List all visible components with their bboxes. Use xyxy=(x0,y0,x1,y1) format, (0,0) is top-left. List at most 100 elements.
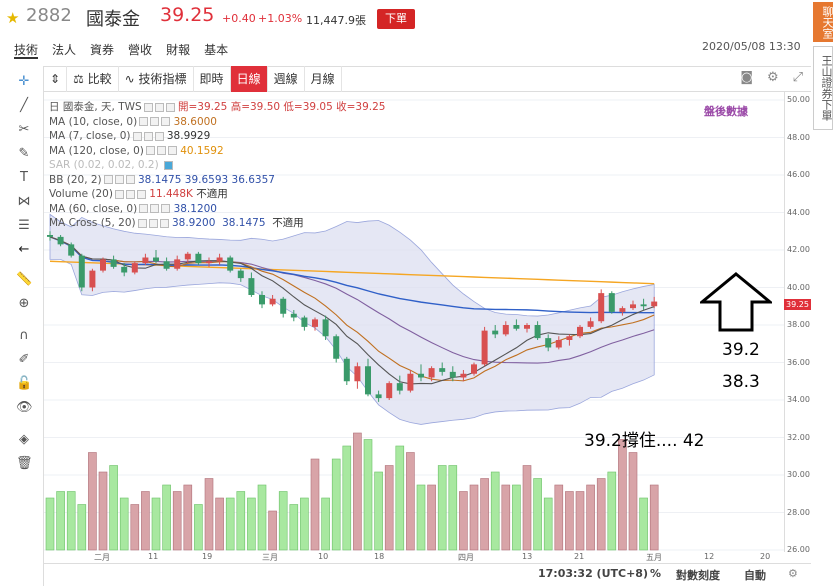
volume-bar xyxy=(172,491,182,551)
candle-body xyxy=(227,257,234,271)
log-scale-toggle[interactable]: 對數刻度 xyxy=(676,569,720,582)
candle-body xyxy=(343,358,350,382)
x-tick-label: 18 xyxy=(374,552,385,561)
lock-icon[interactable]: 🔓 xyxy=(16,376,33,391)
volume-bar xyxy=(437,465,447,551)
y-tick-label: 40.00 xyxy=(787,282,810,292)
compare-icon: ⚖ xyxy=(73,72,88,86)
fullscreen-icon[interactable]: ⤢ xyxy=(792,70,803,85)
candle-body xyxy=(57,236,64,245)
fib-icon[interactable]: ☰ xyxy=(18,218,30,233)
volume-bar xyxy=(331,458,341,551)
text-icon[interactable]: T xyxy=(20,170,28,185)
tab-margin[interactable]: 資券 xyxy=(90,43,115,57)
back-arrow-icon[interactable]: ← xyxy=(18,242,30,257)
pattern-icon[interactable]: ⋈ xyxy=(17,194,31,209)
trendline-icon[interactable]: ╱ xyxy=(20,98,28,113)
volume-bar xyxy=(247,497,256,551)
candle-body xyxy=(608,293,615,312)
y-tick-label: 36.00 xyxy=(787,357,810,367)
legend-macross: MA Cross (5, 20) 38.9200 38.1475 不適用 xyxy=(49,217,304,229)
legend-main: 日 國泰金, 天, TWS 開=39.25 高=39.50 低=39.05 收=… xyxy=(49,101,386,113)
magnet-icon[interactable]: ∩ xyxy=(19,328,29,343)
interval-daily[interactable]: 日線 xyxy=(230,66,268,92)
auto-scale-toggle[interactable]: 自動 xyxy=(744,569,766,582)
candle-body xyxy=(280,298,287,314)
price-change: +0.40 xyxy=(222,12,256,25)
eye-icon[interactable]: 👁 xyxy=(16,400,33,415)
price-axis[interactable]: 50.00 48.00 46.00 44.00 42.00 40.00 38.00 36.00… xyxy=(784,92,811,554)
volume-bar xyxy=(300,497,309,551)
price-chart[interactable] xyxy=(44,92,784,552)
y-tick-label: 38.00 xyxy=(787,320,810,329)
percent-toggle[interactable]: % xyxy=(650,567,662,580)
volume-bar xyxy=(204,478,214,551)
tab-basic[interactable]: 基本 xyxy=(204,43,229,57)
info-tabs: 技術 法人 資券 營收 財報 基本 xyxy=(14,41,242,59)
compare-button[interactable]: ⚖ 比較 xyxy=(67,66,119,92)
layers-icon[interactable]: ◈ xyxy=(19,432,29,447)
candle-body xyxy=(216,257,223,262)
status-time: 17:03:32 (UTC+8) xyxy=(538,567,648,580)
order-button[interactable]: 下單 xyxy=(377,9,415,29)
volume-bar xyxy=(607,471,617,551)
ma7-line xyxy=(49,236,655,385)
interval-monthly[interactable]: 月線 xyxy=(305,66,342,92)
legend-ma120: MA (120, close, 0) 40.1592 xyxy=(49,144,224,157)
volume-bar xyxy=(649,484,659,551)
volume-bar xyxy=(596,478,606,551)
favorite-star-icon[interactable]: ★ xyxy=(6,9,20,27)
interval-realtime[interactable]: 即時 xyxy=(194,66,231,92)
candle-body xyxy=(153,257,159,262)
candle-body xyxy=(640,304,647,307)
volume-bar xyxy=(66,491,76,551)
volume-bar xyxy=(490,471,500,551)
candle-body xyxy=(439,368,446,372)
drawing-toolbar: ✛ ╱ ✂ ✎ T ⋈ ☰ ← 📏 ⊕ ∩ ✐ 🔓 👁 ◈ 🗑 xyxy=(0,66,44,586)
tab-institutional[interactable]: 法人 xyxy=(52,43,77,57)
annotation-text-3: 39.2撐住.... 42 xyxy=(584,431,705,451)
trash-icon[interactable]: 🗑 xyxy=(16,456,33,471)
time-axis[interactable]: 二月 11 19 三月 10 18 四月 13 21 五月 12 20 xyxy=(44,552,784,564)
legend-sar: SAR (0.02, 0.02, 0.2) xyxy=(49,158,385,173)
settings-gear-icon[interactable]: ⚙ xyxy=(766,70,779,85)
broker-order-button[interactable]: 王山證券下單 xyxy=(813,46,833,130)
y-tick-label: 50.00 xyxy=(787,95,810,104)
zoom-in-icon[interactable]: ⊕ xyxy=(18,296,30,311)
candle-body xyxy=(651,301,658,307)
candle-type-icon[interactable]: ⇕ xyxy=(44,66,68,92)
pencil-lock-icon[interactable]: ✐ xyxy=(18,352,30,367)
tab-financials[interactable]: 財報 xyxy=(166,43,191,57)
legend-ma7: MA (7, close, 0) 38.9929 xyxy=(49,130,211,142)
brush-icon[interactable]: ✎ xyxy=(18,146,30,161)
y-tick-label: 32.00 xyxy=(787,432,810,442)
volume-bar xyxy=(512,484,521,551)
settings-gear-icon[interactable]: ⚙ xyxy=(788,567,798,580)
candle-body xyxy=(68,244,75,256)
scissors-icon[interactable]: ✂ xyxy=(18,122,30,137)
chart-toolbar: ⇕ ⚖ 比較 ∿ 技術指標 即時 日線 週線 月線 ◙ ⚙ ⤢ xyxy=(44,66,811,92)
tab-technical[interactable]: 技術 xyxy=(14,43,39,59)
y-tick-label: 48.00 xyxy=(787,132,810,142)
candle-body xyxy=(248,278,255,295)
volume-bar xyxy=(310,458,320,551)
volume-bar xyxy=(77,504,87,551)
volume-bar xyxy=(278,491,288,551)
candle-body xyxy=(492,330,499,335)
chat-room-button[interactable]: 聊天室 xyxy=(813,2,834,42)
candle-body xyxy=(386,383,393,399)
chart-statusbar: 17:03:32 (UTC+8) % 對數刻度 自動 ⚙ xyxy=(44,563,811,583)
candle-body xyxy=(78,255,85,288)
camera-icon[interactable]: ◙ xyxy=(740,70,753,85)
interval-weekly[interactable]: 週線 xyxy=(268,66,305,92)
indicators-button[interactable]: ∿ 技術指標 xyxy=(119,66,194,92)
crosshair-icon[interactable]: ✛ xyxy=(18,74,30,89)
volume-bar xyxy=(88,452,97,551)
volume-bar xyxy=(236,491,246,551)
candle-body xyxy=(598,293,605,322)
candle-body xyxy=(195,253,202,264)
y-tick-label: 44.00 xyxy=(787,207,810,217)
ruler-icon[interactable]: 📏 xyxy=(16,272,33,287)
candle-body xyxy=(481,330,488,365)
tab-revenue[interactable]: 營收 xyxy=(128,43,153,57)
